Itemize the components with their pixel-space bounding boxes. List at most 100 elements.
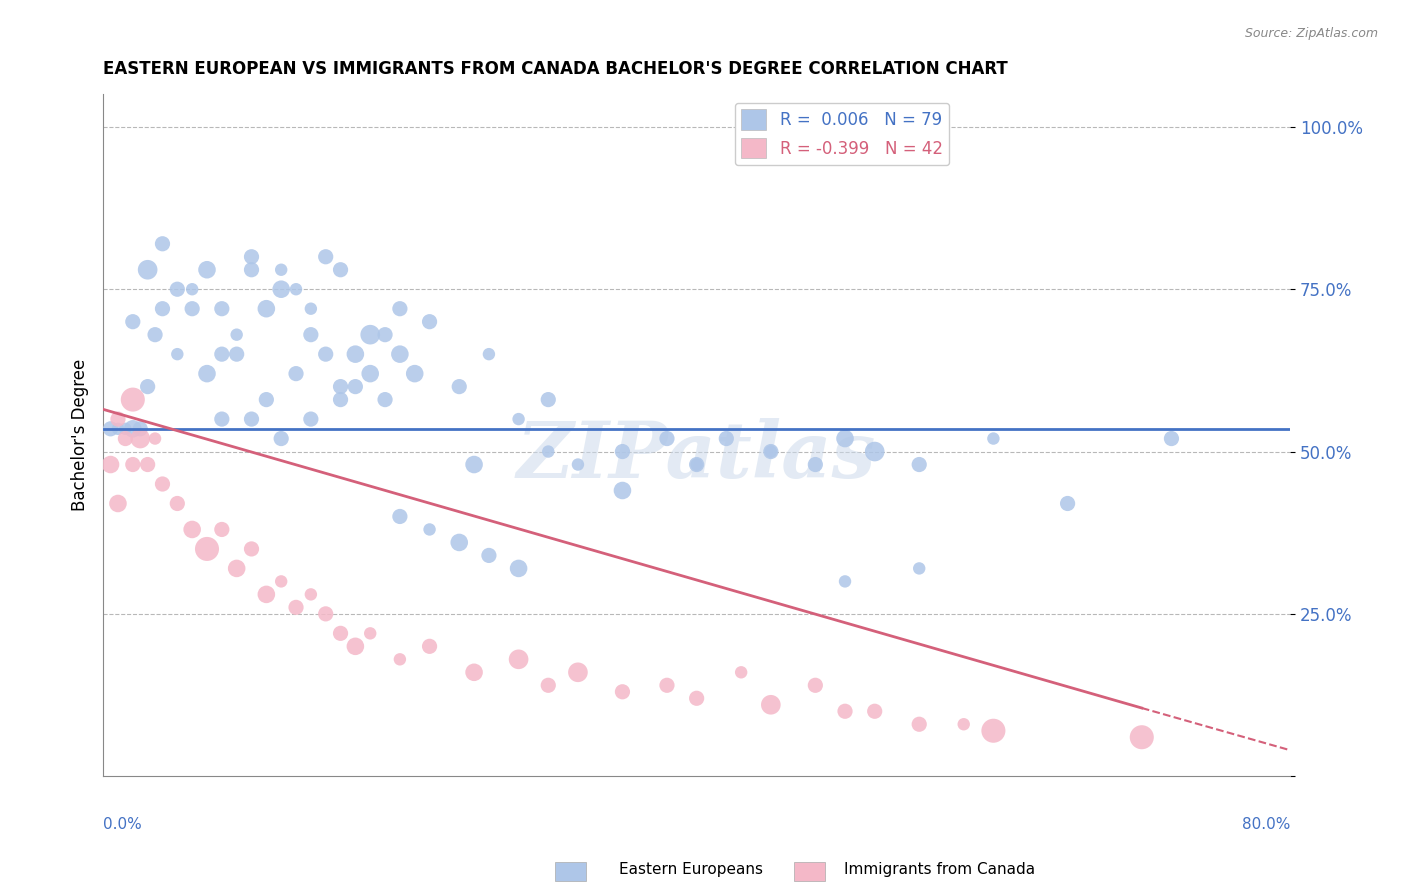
Point [129,422,152,436]
Point [863,444,886,458]
Point [759,698,782,712]
Point [195,367,218,381]
Point [143,327,166,342]
Point [804,678,827,692]
Point [612,483,634,498]
Point [181,282,204,296]
Y-axis label: Bachelor's Degree: Bachelor's Degree [72,359,89,511]
Point [240,541,263,556]
Point [983,723,1005,738]
Point [114,432,136,446]
Legend: R =  0.006   N = 79, R = -0.399   N = 42: R = 0.006 N = 79, R = -0.399 N = 42 [735,103,949,165]
Point [240,262,263,277]
Point [419,523,441,537]
Point [121,392,143,407]
Point [759,444,782,458]
Point [299,412,322,426]
Point [508,652,530,666]
Text: Source: ZipAtlas.com: Source: ZipAtlas.com [1244,27,1378,40]
Point [225,347,247,361]
Point [359,327,381,342]
Point [270,574,292,589]
Point [211,347,233,361]
Text: 0.0%: 0.0% [103,817,142,832]
Point [908,717,931,731]
Point [804,458,827,472]
Point [716,432,738,446]
Point [359,367,381,381]
Point [655,678,678,692]
Point [952,717,974,731]
Point [404,367,426,381]
Point [685,458,707,472]
Text: Eastern Europeans: Eastern Europeans [619,863,762,877]
Point [254,301,277,316]
Point [225,327,247,342]
Point [1160,432,1182,446]
Text: 80.0%: 80.0% [1241,817,1291,832]
Point [299,587,322,601]
Point [463,458,485,472]
Point [344,379,367,393]
Point [834,432,856,446]
Point [195,262,218,277]
Point [612,685,634,699]
Point [152,301,174,316]
Point [315,347,337,361]
Point [567,665,589,680]
Point [388,652,411,666]
Point [299,327,322,342]
Point [181,301,204,316]
Point [759,444,782,458]
Point [1130,730,1153,744]
Point [374,392,396,407]
Point [285,600,308,615]
Point [240,412,263,426]
Point [374,327,396,342]
Point [329,262,352,277]
Point [152,477,174,491]
Point [181,523,204,537]
Point [863,704,886,718]
Point [195,541,218,556]
Point [270,432,292,446]
Point [136,262,159,277]
Point [685,691,707,706]
Point [908,458,931,472]
Point [449,535,471,549]
Point [254,587,277,601]
Point [329,626,352,640]
Point [329,379,352,393]
Point [419,640,441,654]
Point [329,392,352,407]
Point [834,704,856,718]
Point [166,282,188,296]
Point [121,315,143,329]
Point [107,422,129,436]
Point [344,347,367,361]
Point [107,412,129,426]
Point [685,458,707,472]
Point [225,561,247,575]
Point [612,444,634,458]
Point [478,347,501,361]
Point [388,301,411,316]
Point [388,509,411,524]
Point [114,422,136,436]
Point [211,412,233,426]
Point [834,574,856,589]
Point [121,458,143,472]
Point [1056,496,1078,510]
Point [152,236,174,251]
Point [136,379,159,393]
Point [537,444,560,458]
Point [508,561,530,575]
Point [211,301,233,316]
Point [655,432,678,446]
Point [344,640,367,654]
Point [478,549,501,563]
Point [129,432,152,446]
Point [315,607,337,621]
Text: EASTERN EUROPEAN VS IMMIGRANTS FROM CANADA BACHELOR'S DEGREE CORRELATION CHART: EASTERN EUROPEAN VS IMMIGRANTS FROM CANA… [103,60,1008,78]
Point [166,347,188,361]
